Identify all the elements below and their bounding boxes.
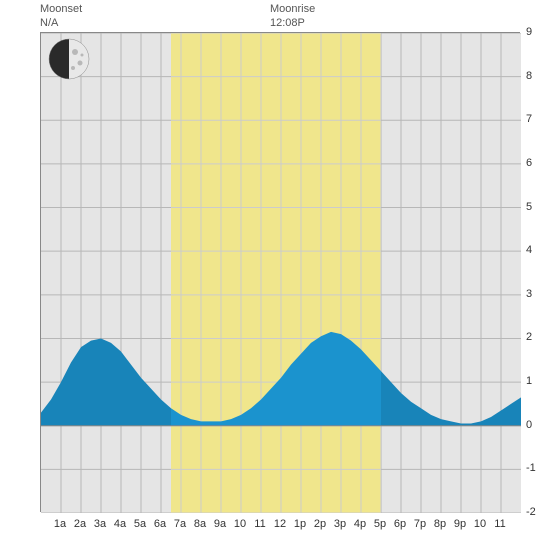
x-tick-label: 8a (190, 518, 210, 530)
y-tick-label: -1 (526, 462, 546, 474)
x-tick-label: 5p (370, 518, 390, 530)
x-tick-label: 2a (70, 518, 90, 530)
y-tick-label: 3 (526, 288, 546, 300)
moonrise-label: Moonrise (270, 3, 315, 15)
y-tick-label: 6 (526, 157, 546, 169)
moonset-value: N/A (40, 17, 58, 29)
x-tick-label: 10 (470, 518, 490, 530)
y-tick-label: 0 (526, 419, 546, 431)
x-tick-label: 3p (330, 518, 350, 530)
y-tick-label: 9 (526, 26, 546, 38)
night-shade-right (381, 33, 521, 513)
x-tick-label: 7p (410, 518, 430, 530)
x-tick-label: 6a (150, 518, 170, 530)
x-tick-label: 8p (430, 518, 450, 530)
x-tick-label: 3a (90, 518, 110, 530)
x-tick-label: 10 (230, 518, 250, 530)
x-tick-label: 2p (310, 518, 330, 530)
y-tick-label: 5 (526, 201, 546, 213)
x-tick-label: 11 (250, 518, 270, 530)
x-tick-label: 1p (290, 518, 310, 530)
daylight-band (171, 33, 381, 513)
night-shade-left (41, 33, 171, 513)
x-tick-label: 4a (110, 518, 130, 530)
y-tick-label: 7 (526, 113, 546, 125)
moon-phase-icon (48, 38, 90, 80)
x-tick-label: 5a (130, 518, 150, 530)
y-tick-label: -2 (526, 506, 546, 518)
y-tick-label: 2 (526, 331, 546, 343)
x-tick-label: 6p (390, 518, 410, 530)
x-tick-label: 12 (270, 518, 290, 530)
x-tick-label: 1a (50, 518, 70, 530)
y-tick-label: 4 (526, 244, 546, 256)
moonrise-value: 12:08P (270, 17, 305, 29)
y-tick-label: 1 (526, 375, 546, 387)
tide-chart (40, 32, 520, 512)
x-tick-label: 9a (210, 518, 230, 530)
x-tick-label: 9p (450, 518, 470, 530)
y-tick-label: 8 (526, 70, 546, 82)
x-tick-label: 4p (350, 518, 370, 530)
x-tick-label: 11 (490, 518, 510, 530)
x-tick-label: 7a (170, 518, 190, 530)
moonset-label: Moonset (40, 3, 82, 15)
